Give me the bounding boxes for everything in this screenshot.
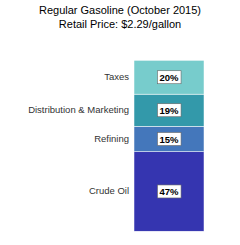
data-label: 15% bbox=[159, 134, 179, 145]
category-label: Crude Oil bbox=[89, 185, 129, 196]
label-box bbox=[157, 104, 181, 117]
category-label: Taxes bbox=[104, 71, 129, 82]
category-label: Refining bbox=[94, 133, 129, 144]
data-label-group: 20% bbox=[157, 71, 181, 84]
data-label: 47% bbox=[159, 186, 179, 197]
bar-segment bbox=[134, 152, 204, 232]
labels: Crude Oil Refining Distribution & Marketin… bbox=[28, 71, 181, 198]
data-label: 19% bbox=[159, 105, 179, 116]
data-label-group: 19% bbox=[157, 104, 181, 117]
chart: Regular Gasoline (October 2015)Retail Pr… bbox=[0, 0, 240, 245]
data-label-group: 47% bbox=[157, 185, 181, 198]
data-label: 20% bbox=[159, 72, 179, 83]
title: Regular Gasoline (October 2015)Retail Pr… bbox=[39, 4, 201, 30]
label-box bbox=[157, 133, 181, 146]
bar-segment bbox=[134, 60, 204, 94]
label-box bbox=[157, 71, 181, 84]
bar-segment bbox=[134, 126, 204, 151]
category-label: Distribution & Marketing bbox=[28, 104, 129, 115]
label-box bbox=[157, 185, 181, 198]
bar-segment bbox=[134, 94, 204, 126]
bars bbox=[134, 60, 204, 231]
data-label-group: 15% bbox=[157, 133, 181, 146]
